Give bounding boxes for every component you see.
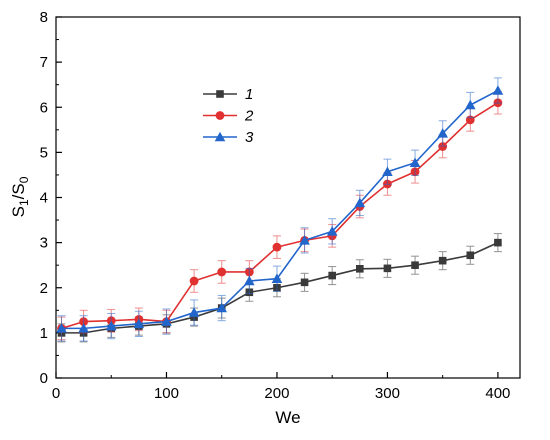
data-point [299,235,310,245]
data-point [466,251,475,260]
data-point [354,197,366,208]
data-point [214,131,226,142]
data-point [216,90,224,98]
data-point [189,276,199,286]
series-3 [56,77,504,342]
legend-item-3: 3 [203,129,254,146]
data-point [383,264,392,273]
legend: 1 2 3 [203,86,254,146]
series-line [61,102,499,330]
y-axis-title-sub2: 0 [17,176,31,183]
legend-label: 3 [245,129,254,146]
y-tick-label: 1 [40,325,48,342]
data-point [188,307,200,317]
y-axis-title-sep: /S [9,183,28,199]
y-tick-label: 0 [40,370,48,387]
y-tick-label: 7 [40,54,48,71]
data-point [300,278,309,287]
legend-label: 1 [245,86,253,103]
error-bars [57,90,502,341]
x-tick-label: 400 [485,385,510,402]
y-tick-label: 6 [40,99,48,116]
data-point [494,238,502,247]
series-line [61,89,499,330]
legend-item-1: 1 [203,86,253,103]
data-point [271,273,283,283]
y-tick-label: 3 [40,235,48,252]
y-axis-title: S1/S0 [9,176,31,217]
axis-ticks: 0 100 200 300 400 0 1 2 3 4 5 6 7 8 [40,9,511,402]
data-point [356,264,364,273]
y-axis-title-main: S [9,206,28,217]
legend-label: 2 [244,108,254,125]
data-point [438,256,447,265]
x-tick-label: 100 [154,385,179,402]
data-point [382,166,393,177]
legend-item-2: 2 [203,108,254,125]
y-tick-label: 4 [40,190,48,207]
data-point [464,99,476,110]
y-axis-title-sub1: 1 [17,199,31,206]
x-tick-label: 300 [375,385,400,402]
x-axis-title: We [275,408,300,427]
data-point [78,323,89,333]
data-point [492,85,504,95]
y-tick-label: 8 [40,9,48,26]
error-bars [57,77,502,342]
series-2 [57,90,503,341]
x-tick-label: 0 [52,385,60,402]
data-point [105,320,117,331]
data-point [161,316,172,326]
data-point [411,261,419,269]
data-point [244,275,255,286]
data-point [56,323,67,333]
data-point [409,157,421,167]
data-point [437,128,448,138]
data-point [326,226,338,236]
x-tick-label: 200 [264,385,289,402]
data-point [215,111,225,120]
y-tick-label: 5 [40,144,48,161]
data-point [272,242,282,252]
data-point [133,318,145,329]
y-tick-label: 2 [40,280,48,297]
plot-frame [55,16,521,379]
series-layer [56,77,504,343]
data-point [216,302,228,313]
data-point [328,271,336,280]
data-point [217,267,227,277]
